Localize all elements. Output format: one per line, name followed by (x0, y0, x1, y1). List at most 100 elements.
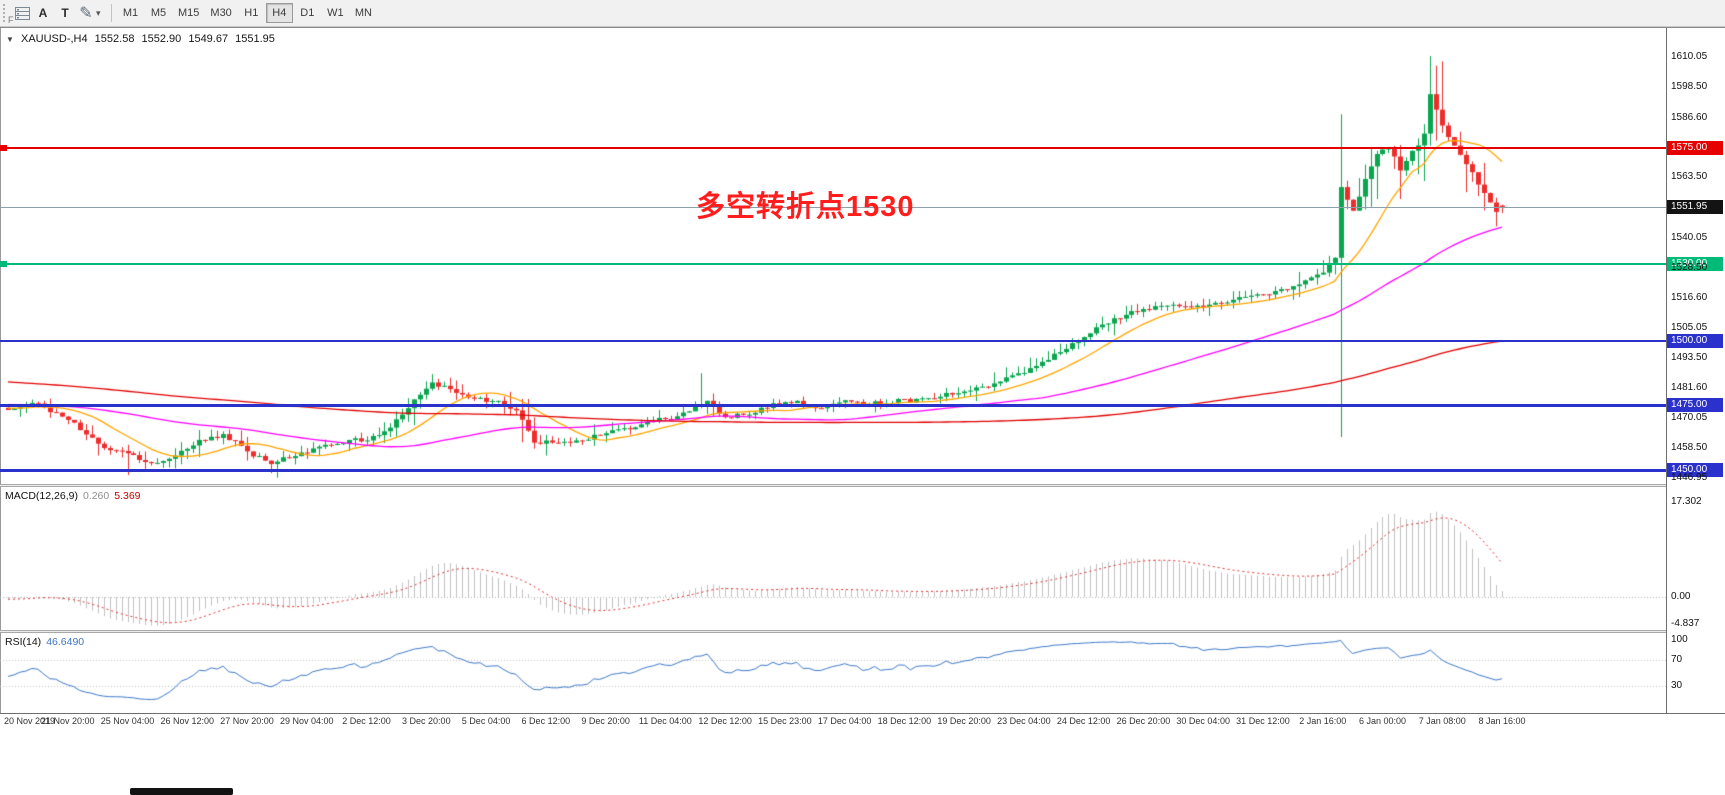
time-label: 26 Nov 12:00 (160, 716, 215, 726)
time-label: 17 Dec 04:00 (817, 716, 872, 726)
hline-1500-00[interactable] (0, 340, 1666, 343)
draw-pencil-icon[interactable]: ✎ (79, 5, 93, 22)
price-axis-tick: 1481.60 (1671, 382, 1708, 394)
time-label: 2 Jan 16:00 (1299, 716, 1347, 726)
hline-1475-00[interactable] (0, 404, 1666, 408)
time-label: 6 Dec 12:00 (521, 716, 571, 726)
price-level-tag[interactable]: 1575.00 (1667, 140, 1723, 155)
time-label: 19 Dec 20:00 (937, 716, 991, 726)
rsi-axis-tick: 70 (1671, 653, 1683, 665)
bar-close: 1551.95 (235, 33, 275, 45)
time-label: 23 Dec 04:00 (997, 716, 1051, 726)
rsi-name: RSI(14) (5, 636, 42, 648)
pane-separator-rsi[interactable] (0, 630, 1725, 633)
macd-name: MACD(12,26,9) (5, 490, 78, 502)
current-price-tag: 1551.95 (1667, 200, 1723, 215)
bid-price-line (0, 207, 1666, 209)
trend-annotation-text[interactable]: 多空转折点1530 (696, 191, 915, 223)
time-label: 7 Jan 08:00 (1418, 716, 1466, 726)
rsi-axis-tick: 100 (1671, 633, 1688, 645)
line-edge-marker (0, 144, 7, 151)
price-axis-tick: 1458.50 (1671, 441, 1708, 453)
bar-low: 1549.67 (188, 33, 229, 45)
hline-1450-00[interactable] (0, 468, 1666, 472)
time-label: 18 Dec 12:00 (877, 716, 932, 726)
bottom-strip (0, 727, 1725, 795)
bar-high: 1552.90 (141, 33, 182, 45)
price-level-tag[interactable]: 1475.00 (1667, 398, 1723, 413)
price-axis[interactable]: 1575.00 1551.95 1530.00 1500.00 1475.00 1450.… (1666, 28, 1725, 713)
time-label: 15 Dec 23:00 (758, 716, 812, 726)
chart-window: ▼ XAUUSD-,H4 1552.58 1552.90 1549.67 155… (0, 27, 1725, 728)
time-label: 8 Jan 16:00 (1478, 716, 1526, 726)
rsi-label: RSI(14) 46.6490 (5, 636, 84, 648)
tf-button-M5[interactable]: M5 (145, 3, 172, 23)
macd-signal-value: 5.369 (114, 490, 141, 502)
rsi-pane-canvas[interactable] (0, 633, 1666, 713)
tf-button-H1[interactable]: H1 (238, 3, 265, 23)
chevron-down-icon[interactable]: ▾ (96, 7, 101, 18)
price-level-tag[interactable]: 1500.00 (1667, 334, 1723, 349)
tf-button-W1[interactable]: W1 (322, 3, 349, 23)
rsi-value: 46.6490 (46, 636, 85, 648)
macd-pane-canvas[interactable] (0, 487, 1666, 630)
macd-main-value: 0.260 (82, 490, 110, 502)
arrow-label-button[interactable]: A (32, 3, 54, 24)
time-label: 11 Dec 04:00 (638, 716, 692, 726)
price-axis-tick: 1610.05 (1671, 51, 1708, 63)
macd-label: MACD(12,26,9) 0.260 5.369 (5, 490, 141, 502)
rsi-axis-tick: 30 (1671, 680, 1683, 692)
price-axis-tick: 1598.50 (1671, 81, 1708, 93)
price-axis-tick: 1586.60 (1671, 111, 1708, 123)
time-label: 26 Dec 20:00 (1116, 716, 1171, 726)
plot-area: ▼ XAUUSD-,H4 1552.58 1552.90 1549.67 155… (0, 28, 1666, 728)
pane-separator-macd[interactable] (0, 484, 1725, 487)
hline-1530-00[interactable] (0, 260, 1666, 267)
time-label: 24 Dec 12:00 (1056, 716, 1111, 726)
time-label: 30 Dec 04:00 (1176, 716, 1230, 726)
tf-button-MN[interactable]: MN (350, 3, 377, 23)
price-axis-tick: 1516.60 (1671, 292, 1708, 304)
price-axis-tick: 1493.50 (1671, 351, 1708, 363)
time-label: 31 Dec 12:00 (1236, 716, 1290, 726)
time-label: 12 Dec 12:00 (698, 716, 752, 726)
time-label: 29 Nov 04:00 (280, 716, 334, 726)
tf-button-M1[interactable]: M1 (117, 3, 144, 23)
time-axis[interactable]: 20 Nov 2019 21 Nov 20:00 25 Nov 04:00 26 No… (0, 713, 1725, 728)
price-level-tag[interactable]: 1450.00 (1667, 462, 1723, 477)
price-axis-tick: 1470.05 (1671, 412, 1708, 424)
price-chart-canvas[interactable] (0, 28, 1666, 484)
tf-button-M15[interactable]: M15 (173, 3, 204, 23)
price-axis-tick: 1505.05 (1671, 322, 1708, 333)
macd-axis-tick: -4.837 (1671, 617, 1700, 629)
time-label: 20 Nov 2019 (4, 716, 56, 726)
time-label: 5 Dec 04:00 (461, 716, 511, 726)
bar-open: 1552.58 (94, 33, 135, 45)
charts-grid-icon[interactable] (12, 3, 32, 24)
price-axis-tick: 1563.50 (1671, 171, 1708, 183)
toolbar-separator (111, 4, 112, 22)
tf-button-M30[interactable]: M30 (205, 3, 236, 23)
time-label: 2 Dec 12:00 (342, 716, 391, 726)
price-axis-tick: 1528.50 (1671, 261, 1708, 273)
hline-1575-00[interactable] (0, 144, 1666, 151)
time-label: 21 Nov 20:00 (40, 716, 95, 726)
tf-button-D1[interactable]: D1 (294, 3, 321, 23)
line-edge-marker (0, 260, 7, 267)
toolbar-f-hint: F (8, 15, 14, 25)
symbol-caret-icon: ▼ (6, 35, 14, 44)
macd-axis-tick: 0.00 (1671, 591, 1691, 602)
tf-button-H4[interactable]: H4 (265, 3, 293, 23)
price-level-tag[interactable]: 1530.00 (1667, 256, 1723, 271)
taskbar-chip (130, 788, 233, 795)
toolbar-grip[interactable] (3, 4, 9, 22)
time-label: 6 Jan 00:00 (1358, 716, 1406, 726)
top-toolbar: A T ✎ ▾ M1 M5 M15 M30 H1 H4 D1 W1 MN F (0, 0, 1725, 27)
text-tool-button[interactable]: T (54, 3, 76, 24)
symbol-info: ▼ XAUUSD-,H4 1552.58 1552.90 1549.67 155… (6, 33, 279, 45)
time-label: 3 Dec 20:00 (402, 716, 451, 726)
symbol-name: XAUUSD-,H4 (20, 33, 88, 45)
time-label: 9 Dec 20:00 (581, 716, 630, 726)
price-axis-tick: 1446.95 (1671, 471, 1708, 483)
timeframe-bar: M1 M5 M15 M30 H1 H4 D1 W1 MN (117, 3, 377, 23)
